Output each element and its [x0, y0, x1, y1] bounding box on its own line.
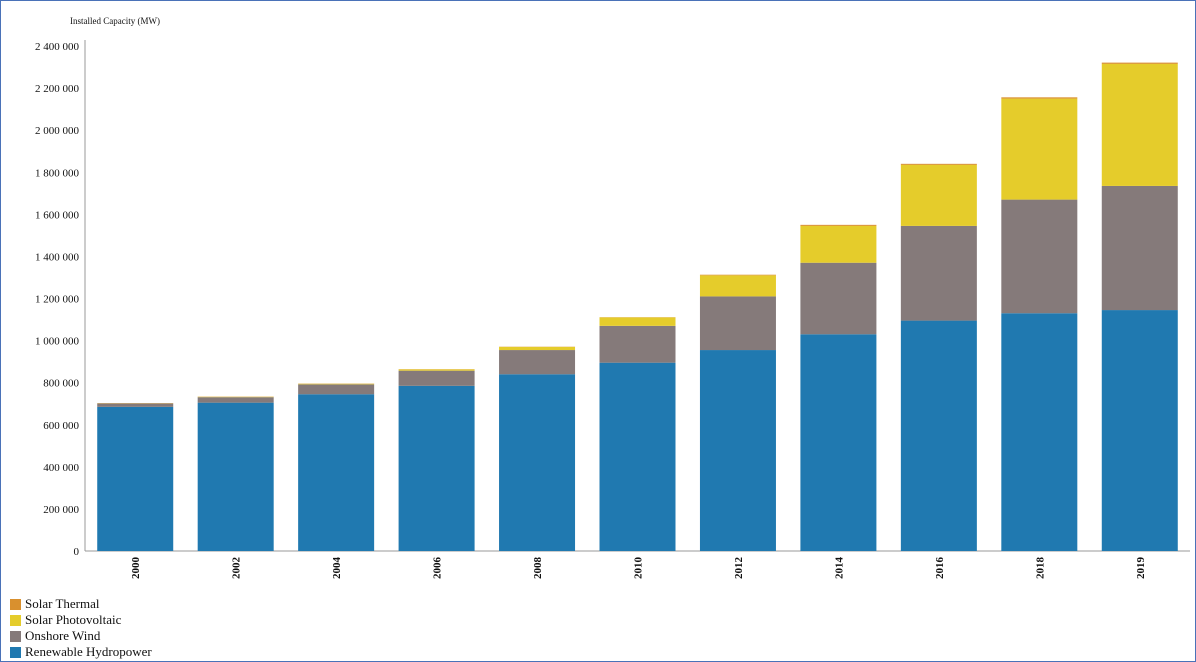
legend-label: Renewable Hydropower: [25, 644, 152, 659]
bar-segment-solar-photovoltaic: [1001, 98, 1078, 200]
bar-segment-solar-thermal: [1101, 62, 1178, 64]
x-tick-label: 2002: [231, 557, 243, 580]
bar-segment-solar-photovoltaic: [398, 369, 475, 371]
bar-segment-onshore-wind: [599, 325, 676, 363]
legend-swatch-solar-photovoltaic: [10, 614, 21, 626]
y-tick-label: 2 000 000: [35, 125, 80, 137]
x-tick-label: 2016: [934, 557, 946, 580]
x-tick-label: 2010: [633, 557, 645, 580]
y-tick-label: 1 000 000: [35, 336, 80, 348]
bar-segment-renewable-hydropower: [599, 362, 676, 551]
bar-segment-renewable-hydropower: [398, 385, 475, 551]
bar-segment-renewable-hydropower: [1001, 313, 1078, 551]
x-tick-label: 2004: [331, 557, 343, 580]
bar-segment-solar-photovoltaic: [499, 346, 576, 351]
bar-segment-onshore-wind: [197, 397, 274, 403]
y-tick-label: 1 600 000: [35, 209, 80, 221]
bar-segment-onshore-wind: [298, 384, 375, 395]
bar-segment-renewable-hydropower: [97, 406, 174, 551]
bar-segment-onshore-wind: [97, 403, 174, 407]
bar-segment-renewable-hydropower: [699, 350, 776, 551]
y-tick-label: 2 400 000: [35, 41, 80, 53]
x-tick-label: 2014: [833, 557, 845, 580]
y-tick-label: 600 000: [43, 420, 79, 432]
y-tick-label: 1 800 000: [35, 167, 80, 179]
y-tick-label: 200 000: [43, 504, 79, 516]
legend-label: Solar Thermal: [25, 596, 100, 611]
bar-segment-onshore-wind: [1001, 199, 1078, 314]
bar-segment-onshore-wind: [699, 296, 776, 351]
legend-item-renewable-hydropower: Renewable Hydropower: [10, 644, 152, 660]
bar-segment-onshore-wind: [900, 225, 977, 321]
bar-segment-solar-photovoltaic: [800, 225, 877, 263]
legend-item-solar-thermal: Solar Thermal: [10, 596, 152, 612]
legend: Solar Thermal Solar Photovoltaic Onshore…: [10, 596, 152, 660]
bar-segment-solar-thermal: [699, 274, 776, 276]
y-tick-label: 0: [74, 546, 80, 558]
x-tick-label: 2018: [1034, 557, 1046, 580]
legend-label: Solar Photovoltaic: [25, 612, 122, 627]
bar-segment-renewable-hydropower: [1101, 310, 1178, 551]
bar-segment-renewable-hydropower: [499, 374, 576, 551]
x-tick-label: 2000: [130, 557, 142, 580]
bar-segment-solar-photovoltaic: [1101, 63, 1178, 186]
bar-segment-onshore-wind: [398, 370, 475, 386]
x-tick-label: 2019: [1135, 557, 1147, 580]
bar-segment-onshore-wind: [800, 262, 877, 335]
bar-segment-solar-photovoltaic: [900, 164, 977, 226]
bar-segment-renewable-hydropower: [197, 402, 274, 551]
bar-segment-solar-photovoltaic: [699, 275, 776, 297]
bar-segment-onshore-wind: [499, 350, 576, 375]
legend-item-solar-photovoltaic: Solar Photovoltaic: [10, 612, 152, 628]
bar-segment-solar-photovoltaic: [298, 383, 375, 385]
bar-segment-onshore-wind: [1101, 185, 1178, 311]
x-tick-label: 2008: [532, 557, 544, 580]
bar-segment-solar-thermal: [800, 224, 877, 226]
bar-segment-renewable-hydropower: [800, 334, 877, 551]
y-tick-label: 2 200 000: [35, 83, 80, 95]
legend-label: Onshore Wind: [25, 628, 101, 643]
legend-swatch-onshore-wind: [10, 630, 21, 642]
y-tick-label: 400 000: [43, 462, 79, 474]
bar-segment-solar-thermal: [900, 163, 977, 165]
bar-segment-renewable-hydropower: [298, 394, 375, 551]
y-axis-title: Installed Capacity (MW): [70, 16, 160, 26]
x-tick-label: 2006: [432, 557, 444, 580]
x-tick-label: 2012: [733, 557, 745, 580]
bar-segment-solar-photovoltaic: [599, 317, 676, 326]
y-tick-label: 1 400 000: [35, 251, 80, 263]
y-tick-label: 1 200 000: [35, 294, 80, 306]
legend-swatch-renewable-hydropower: [10, 646, 21, 658]
y-tick-label: 800 000: [43, 378, 79, 390]
bar-segment-renewable-hydropower: [900, 320, 977, 551]
legend-swatch-solar-thermal: [10, 598, 21, 610]
bar-segment-solar-thermal: [1001, 97, 1078, 99]
legend-item-onshore-wind: Onshore Wind: [10, 628, 152, 644]
